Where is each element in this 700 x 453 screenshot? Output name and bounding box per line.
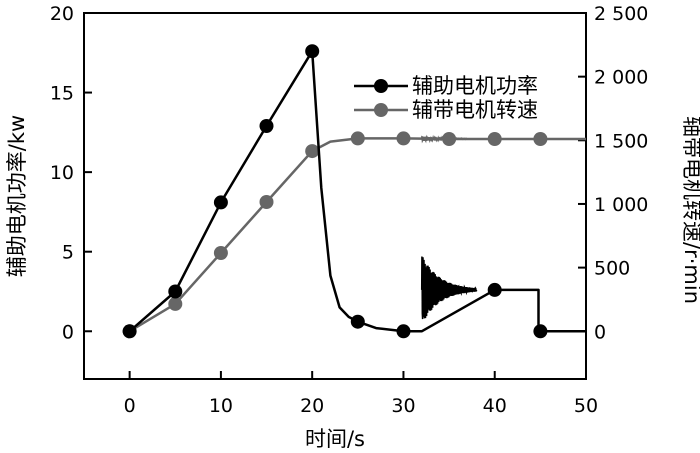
y-axis-right: 0 500 1 000 1 500 2 000 2 500 [578,3,648,343]
legend-marker-power [374,79,388,93]
y-right-tick-label: 2 500 [594,3,648,25]
y-left-tick-label: 0 [62,321,74,343]
x-tick-label: 20 [300,395,324,417]
legend-label-speed: 辅带电机转速 [412,98,538,122]
x-tick-label: 50 [574,395,598,417]
legend-marker-speed [374,103,388,117]
legend: 辅助电机功率 辅带电机转速 [354,74,538,122]
data-point-power [533,324,548,339]
x-axis-title: 时间/s [305,427,365,451]
y-left-tick-label: 15 [50,83,74,105]
data-point-power [168,284,183,299]
series-layer [122,44,586,339]
data-point-speed [533,132,548,146]
y-right-tick-label: 1 500 [594,130,648,152]
y-axis-left: 0 5 10 15 20 [50,3,92,343]
y-left-tick-label: 20 [50,3,74,25]
data-point-power [487,282,502,297]
data-point-speed [259,195,274,209]
data-point-speed [487,132,502,146]
x-tick-label: 30 [391,395,415,417]
x-axis: 0 10 20 30 40 50 [124,371,598,417]
data-point-speed [350,131,365,146]
y-left-tick-label: 10 [50,162,74,184]
data-point-power [305,44,320,59]
data-point-speed [305,144,320,159]
data-point-power [259,119,274,133]
x-tick-label: 10 [209,395,233,417]
y-right-tick-label: 1 000 [594,194,648,216]
y-left-tick-label: 5 [62,242,74,264]
data-point-power [396,324,411,339]
data-point-power [350,314,365,329]
legend-item-speed: 辅带电机转速 [354,98,538,122]
legend-item-power: 辅助电机功率 [354,74,538,98]
data-point-power [213,195,228,210]
plot-frame [83,12,587,380]
x-tick-label: 0 [124,395,136,417]
series-line-power [128,49,586,333]
y-axis-left-title: 辅助电机功率/kw [5,115,29,277]
data-point-speed [442,132,457,146]
data-point-speed [396,131,411,146]
data-point-speed [168,296,183,311]
legend-label-power: 辅助电机功率 [412,74,538,98]
y-axis-right-title: 轴带电机转速/r·min [680,116,700,304]
data-point-power [122,324,137,339]
y-right-tick-label: 2 000 [594,67,648,89]
data-point-speed [213,246,228,260]
y-right-tick-label: 500 [594,258,630,280]
x-tick-label: 40 [483,395,507,417]
series-line-speed [128,137,586,333]
series-oscillation-power [420,256,478,320]
y-right-tick-label: 0 [594,321,606,343]
